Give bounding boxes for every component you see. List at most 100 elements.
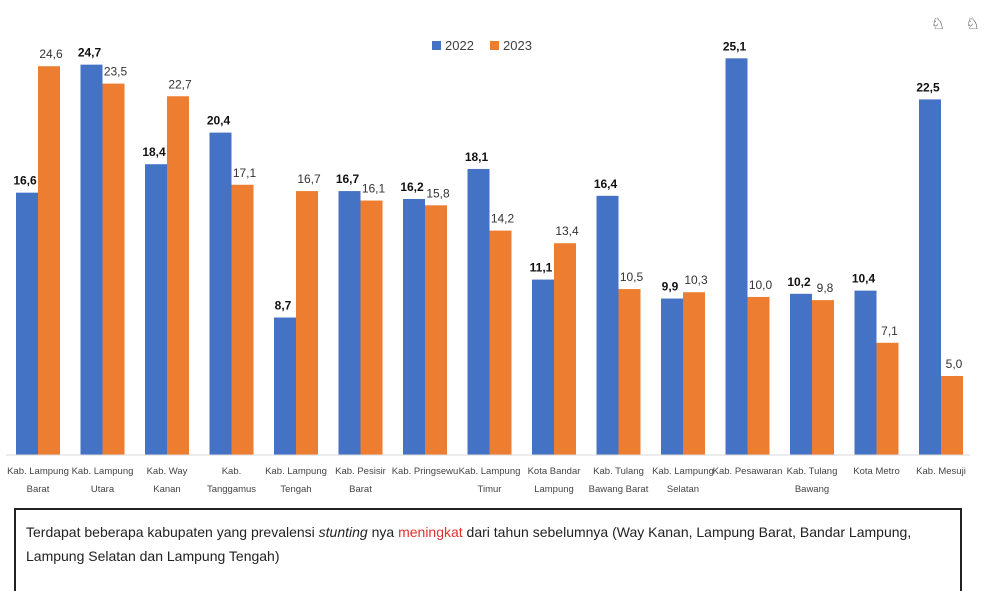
bar-2023-1 <box>102 83 125 455</box>
value-label-2023-5: 16,1 <box>362 182 386 196</box>
category-label-5: Kab. Pesisir <box>335 466 386 477</box>
value-label-2022-1: 24,7 <box>78 46 102 60</box>
value-label-2022-13: 10,4 <box>852 272 876 286</box>
legend-label-2023: 2023 <box>503 38 532 53</box>
value-label-2023-6: 15,8 <box>426 186 450 200</box>
value-label-2022-7: 18,1 <box>465 150 489 164</box>
category-label-9: Bawang Barat <box>589 484 649 495</box>
category-label-7: Timur <box>478 484 502 495</box>
bar-2023-6 <box>425 205 447 455</box>
legend-swatch-2023 <box>490 41 499 50</box>
bar-2022-1 <box>80 64 103 456</box>
value-label-2022-3: 20,4 <box>207 114 231 128</box>
value-label-2023-9: 10,5 <box>620 270 644 284</box>
category-label-3: Kab. <box>222 466 242 477</box>
category-label-8: Kota Bandar <box>528 466 581 477</box>
bar-2023-13 <box>876 342 899 455</box>
bar-chart: 2022 2023 16,6 24,6 24,723,5 18,4 22,7 20,4 17,… <box>6 38 970 495</box>
bar-2023-5 <box>360 200 383 455</box>
value-label-2023-14: 5,0 <box>946 357 963 371</box>
bar-2022-3 <box>209 132 232 455</box>
category-label-12: Bawang <box>795 484 829 495</box>
legend-swatch-2022 <box>432 41 441 50</box>
category-label-0: Kab. Lampung <box>7 466 69 477</box>
value-label-2023-3: 17,1 <box>233 166 257 180</box>
bar-2022-5 <box>338 191 361 455</box>
note-text-part3: dari tahun sebelumnya (Way Kanan, Lampun… <box>26 524 912 564</box>
bar-2023-12 <box>812 300 834 455</box>
note-italic-term: stunting <box>318 524 368 540</box>
note-box: Terdapat beberapa kabupaten yang prevale… <box>14 508 962 591</box>
category-label-4: Kab. Lampung <box>265 466 327 477</box>
value-label-2023-8: 13,4 <box>555 224 579 238</box>
bar-2023-10 <box>683 292 705 455</box>
category-label-14: Kab. Mesuji <box>916 466 966 477</box>
bar-2022-11 <box>725 58 748 456</box>
category-label-10: Kab. Lampung <box>652 466 714 477</box>
note-text-part1: Terdapat beberapa kabupaten yang prevale… <box>26 524 319 540</box>
bar-2022-12 <box>790 293 812 455</box>
value-label-2023-2: 22,7 <box>168 77 192 91</box>
value-label-2023-11: 10,0 <box>749 278 773 292</box>
value-labels-group: 16,624,6 24,723,518,422,720,417,18,716,7 1… <box>13 39 962 371</box>
bar-2022-4 <box>274 317 296 455</box>
note-highlight: meningkat <box>398 524 463 540</box>
bar-2022-6 <box>403 198 425 455</box>
bar-2023-8 <box>554 243 576 455</box>
value-label-2022-4: 8,7 <box>275 299 292 313</box>
category-labels-group: Kab. Lampung Barat Kab. Lampung Utara Kab. W… <box>7 466 966 495</box>
category-label-12: Kab. Tulang <box>787 466 838 477</box>
bar-2023-14 <box>941 375 963 455</box>
category-label-8: Lampung <box>534 484 574 495</box>
category-label-6: Kab. Pringsewu <box>392 466 459 477</box>
category-label-7: Kab. Lampung <box>459 466 521 477</box>
category-label-10: Selatan <box>667 484 699 495</box>
bar-2022-9 <box>596 195 619 456</box>
value-label-2023-13: 7,1 <box>881 324 898 338</box>
category-label-1: Kab. Lampung <box>72 466 134 477</box>
bar-2022-8 <box>532 279 554 455</box>
category-label-11: Kab. Pesawaran <box>713 466 783 477</box>
bar-2022-0 <box>16 192 38 455</box>
value-label-2022-11: 25,1 <box>723 39 747 53</box>
category-label-1: Utara <box>91 484 115 495</box>
value-label-2022-8: 11,1 <box>530 261 553 275</box>
bar-2023-11 <box>747 296 770 455</box>
note-text-part2: nya <box>367 524 399 540</box>
bar-2023-3 <box>231 184 254 456</box>
bar-2022-14 <box>919 99 941 455</box>
value-label-2022-12: 10,2 <box>787 275 811 289</box>
value-label-2023-12: 9,8 <box>817 281 834 295</box>
bar-2023-7 <box>489 230 512 455</box>
value-label-2022-14: 22,5 <box>916 80 940 94</box>
value-label-2022-9: 16,4 <box>594 177 618 191</box>
bar-2023-0 <box>38 66 60 456</box>
chart-legend: 2022 2023 <box>432 38 532 53</box>
value-label-2023-0: 24,6 <box>39 47 63 61</box>
value-label-2023-10: 10,3 <box>684 273 708 287</box>
category-label-4: Tengah <box>280 484 311 495</box>
value-label-2022-2: 18,4 <box>142 145 166 159</box>
value-label-2022-0: 16,6 <box>13 174 37 188</box>
bar-2023-9 <box>618 289 641 455</box>
value-label-2023-1: 23,5 <box>104 65 128 79</box>
category-label-3: Tanggamus <box>207 484 256 495</box>
value-label-2022-10: 9,9 <box>662 280 679 294</box>
value-label-2023-4: 16,7 <box>297 172 321 186</box>
category-label-2: Kab. Way <box>147 466 188 477</box>
legend-label-2022: 2022 <box>445 38 474 53</box>
bar-2022-2 <box>145 164 167 456</box>
bar-2022-13 <box>854 290 877 455</box>
category-label-13: Kota Metro <box>853 466 899 477</box>
value-label-2022-6: 16,2 <box>400 180 424 194</box>
bar-2023-4 <box>296 191 318 455</box>
corner-icons: ♘ ♘ <box>930 16 988 33</box>
bar-2022-10 <box>661 298 683 455</box>
bars-group <box>16 58 963 456</box>
bar-2023-2 <box>167 96 189 455</box>
value-label-2023-7: 14,2 <box>491 212 515 226</box>
value-label-2022-5: 16,7 <box>336 172 360 186</box>
bar-2022-7 <box>467 168 490 455</box>
category-label-2: Kanan <box>153 484 180 495</box>
category-label-9: Kab. Tulang <box>593 466 644 477</box>
